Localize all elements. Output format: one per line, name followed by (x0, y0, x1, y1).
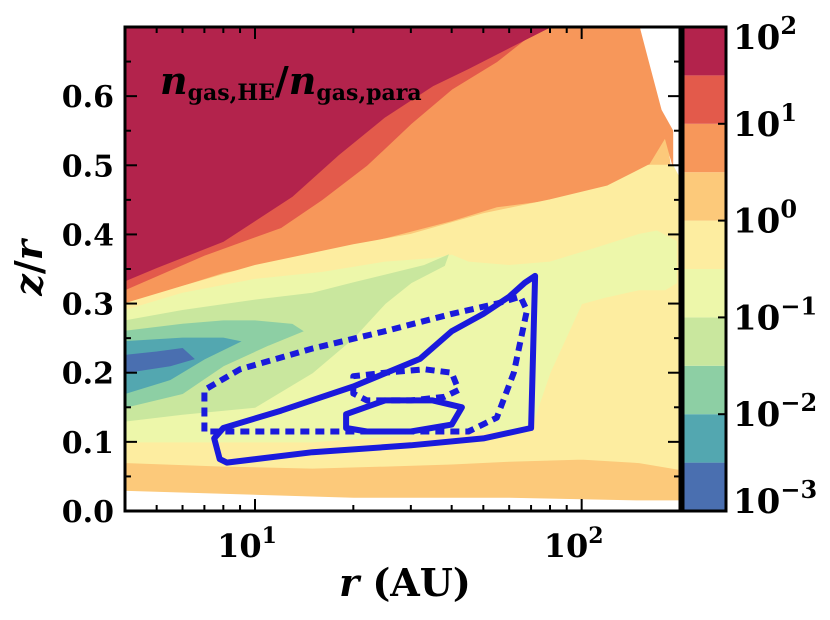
y-axis-title-var2: r (6, 237, 51, 260)
colorbar-tick-label: 101 (733, 98, 797, 145)
colorbar-tick-label: 10−3 (733, 475, 817, 522)
y-axis-title-slash: / (6, 260, 51, 274)
colorbar-frame (681, 25, 728, 513)
annotation-main2: n (289, 58, 317, 103)
annotation-sub1: gas,HE (188, 80, 275, 106)
contour-lines (201, 272, 539, 466)
colorbar-band (683, 365, 726, 415)
y-tick-label: 0.3 (62, 288, 114, 323)
dotted-contour-line-4 (350, 366, 462, 404)
colorbar-band (683, 172, 726, 221)
y-tick-label: 0.4 (62, 218, 114, 253)
y-tick-label: 0.5 (62, 149, 114, 184)
colorbar-tick-label: 102 (733, 11, 797, 58)
x-axis-title-unit: (AU) (372, 560, 471, 605)
filled-contour-regions (125, 27, 680, 511)
colorbar-band (683, 414, 726, 463)
colorbar (683, 27, 726, 511)
annotation-main: n (160, 58, 188, 103)
annotation-slash: / (275, 58, 289, 103)
x-tick-label: 102 (544, 523, 604, 565)
annotation-sub2: gas,para (316, 80, 421, 106)
y-tick-label: 0.2 (62, 357, 114, 392)
y-tick-label: 0.1 (62, 426, 114, 461)
colorbar-band (683, 27, 726, 76)
y-axis-title-var1: z (6, 273, 51, 297)
dotted-contour-line-3 (201, 293, 530, 435)
y-axis-title: z/r (6, 237, 51, 296)
colorbar-tick-label: 100 (733, 195, 797, 242)
contour-region-8 (125, 347, 195, 374)
x-axis-title: r (AU) (339, 560, 471, 605)
colorbar-tick-label: 10−2 (733, 388, 817, 435)
colorbar-band (683, 220, 726, 269)
colorbar-band (683, 462, 726, 511)
plot-annotation: ngas,HE/ngas,para (160, 58, 422, 106)
x-tick-label: 101 (217, 523, 277, 565)
colorbar-band (683, 123, 726, 173)
solid-contour-line-1 (211, 272, 539, 466)
colorbar-tick-label: 10−1 (733, 291, 817, 338)
y-tick-label: 0.0 (62, 495, 114, 530)
colorbar-band (683, 317, 726, 366)
contour-region-10 (125, 27, 551, 282)
x-axis-title-var: r (339, 560, 362, 605)
y-tick-label: 0.6 (62, 80, 114, 115)
colorbar-ticks: 10−3 10−2 10−1 100 101 102 (718, 11, 817, 522)
colorbar-band (683, 75, 726, 124)
y-axis: 0.0 0.1 0.2 0.3 0.4 0.5 0.6 (62, 26, 680, 530)
colorbar-band (683, 269, 726, 318)
x-axis: 101 102 (124, 27, 681, 565)
